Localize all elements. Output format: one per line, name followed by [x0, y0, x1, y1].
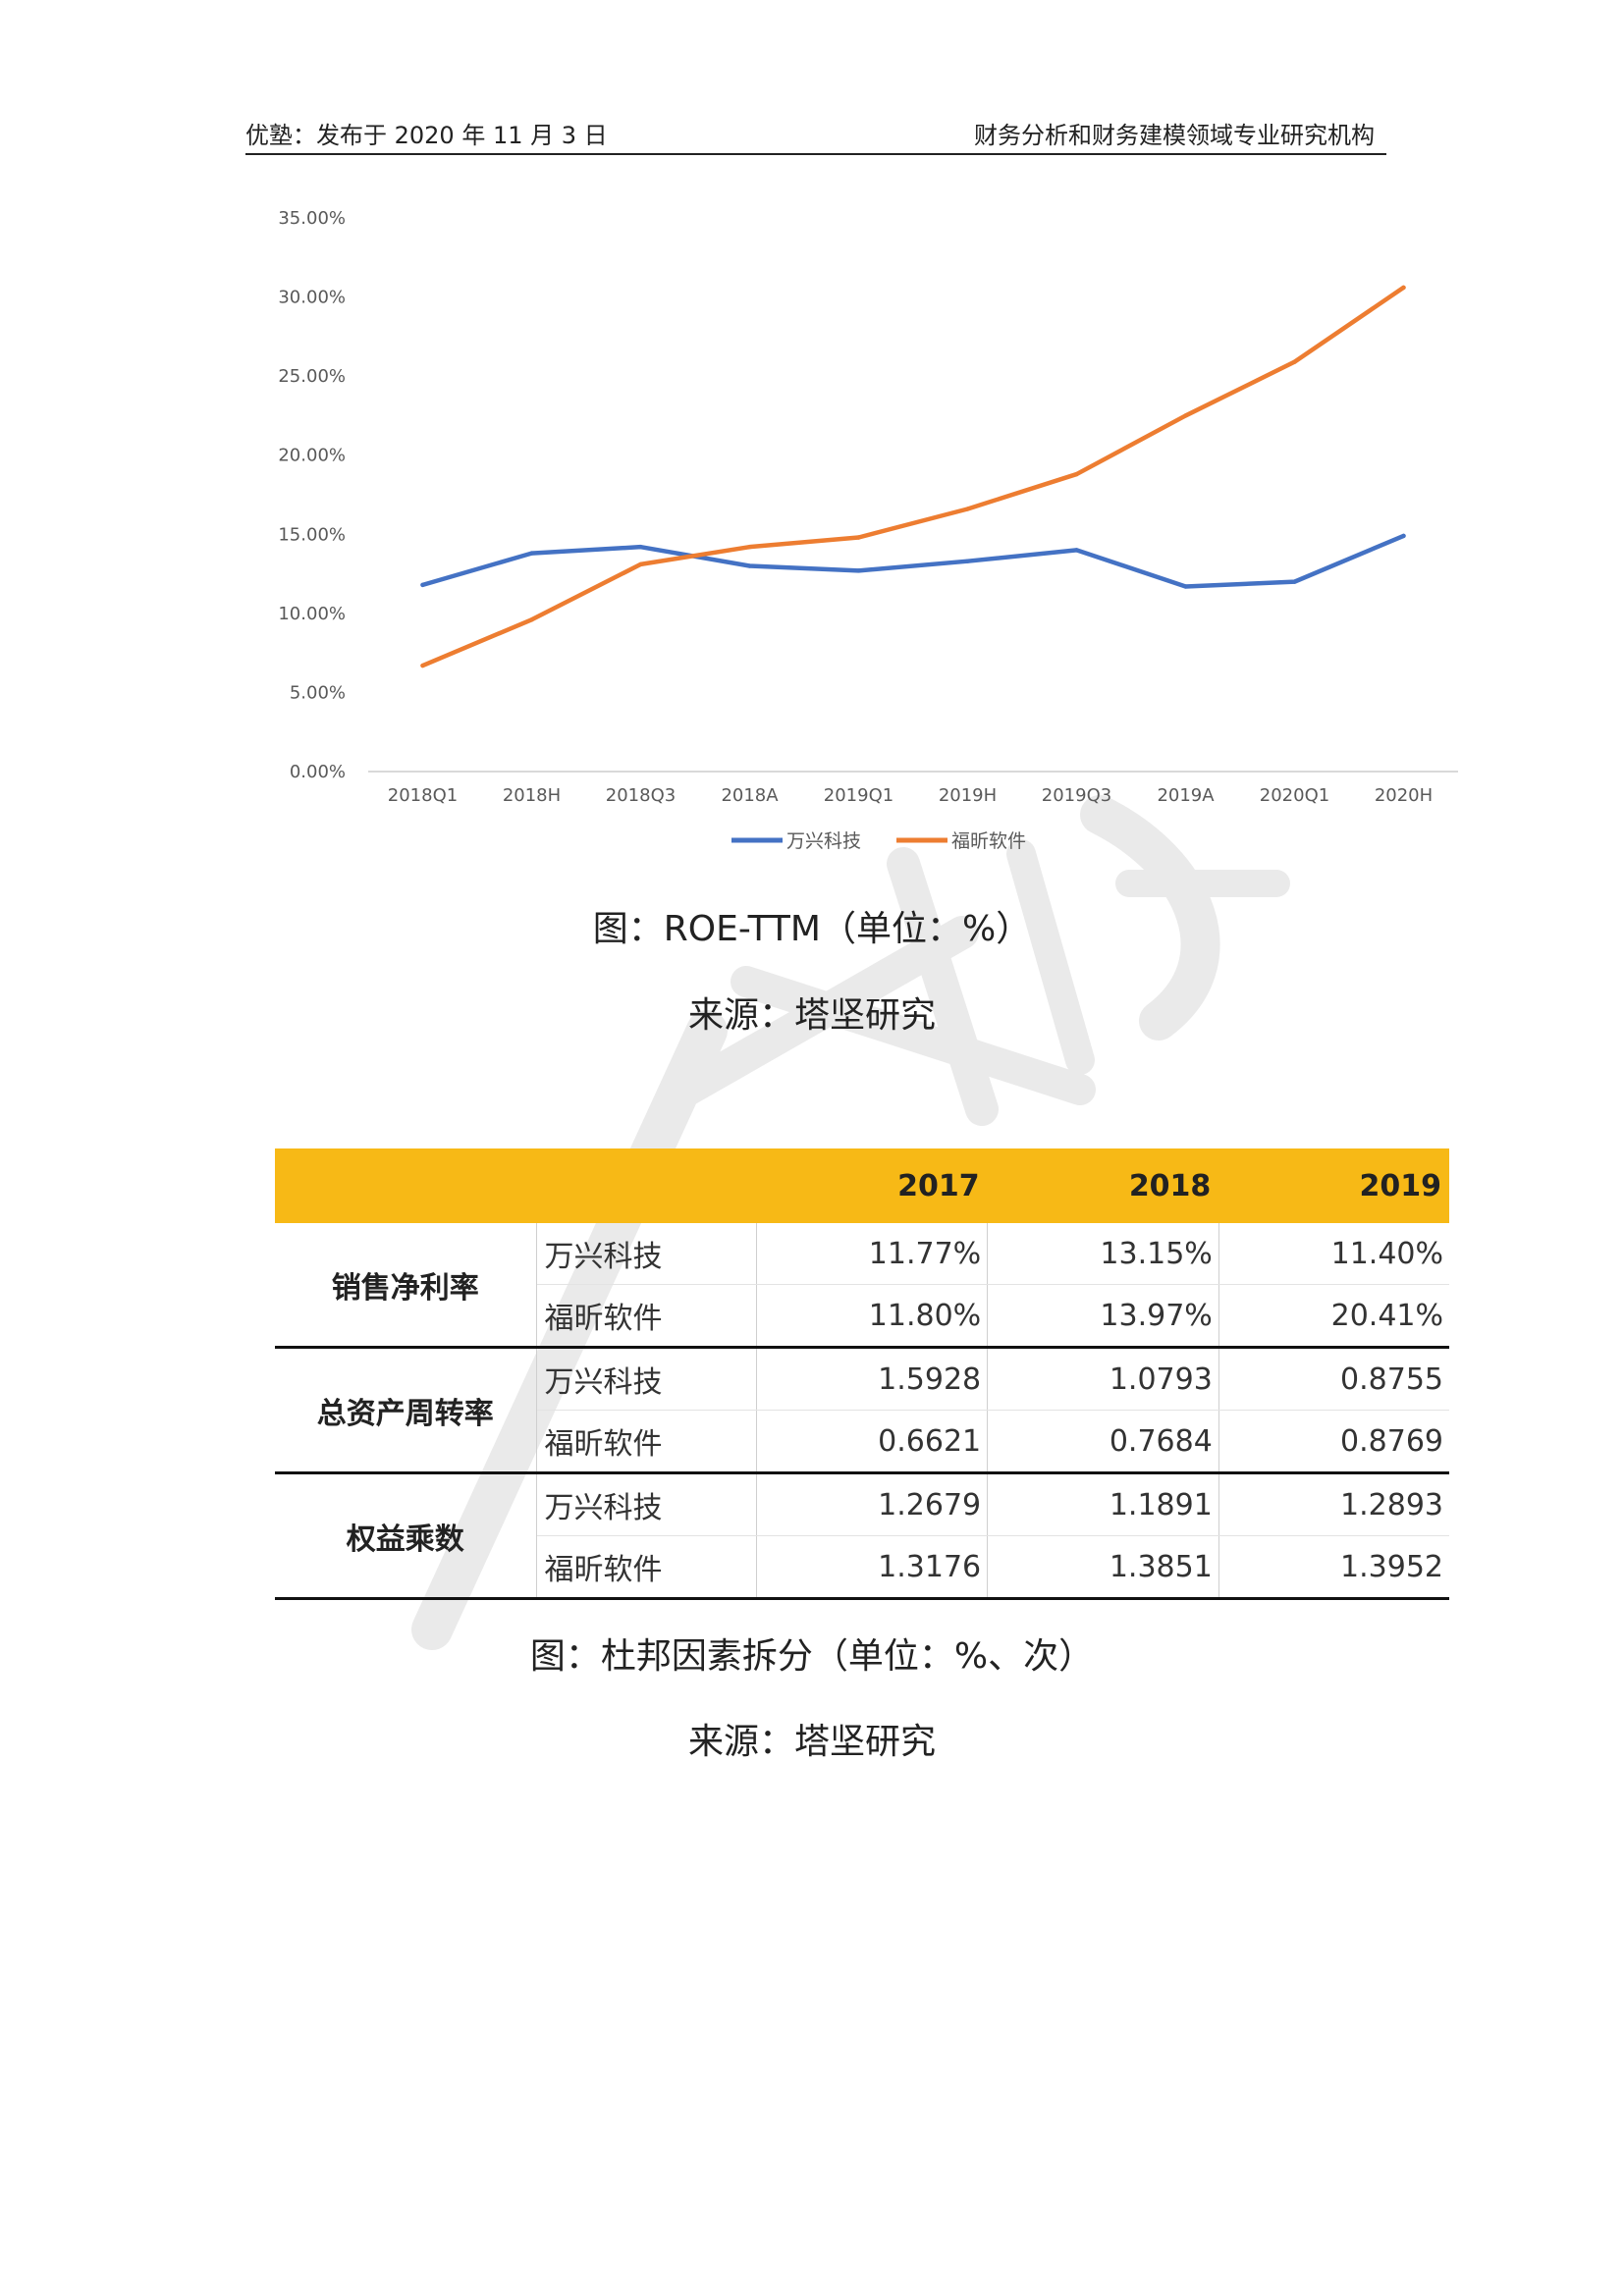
data-point [1292, 359, 1297, 364]
y-tick-label: 10.00% [278, 604, 346, 624]
y-tick-label: 25.00% [278, 366, 346, 387]
roe-line-chart: 0.00% 5.00% 10.00% 15.00% 20.00% 25.00% 30.00%… [245, 187, 1463, 893]
x-tick-label: 2018A [721, 785, 779, 806]
table-header-row: 2017 2018 2019 [275, 1148, 1449, 1223]
figure2-caption: 图：杜邦因素拆分（单位：%、次） [529, 1636, 1095, 1677]
company-cell: 福昕软件 [536, 1284, 757, 1349]
data-point [638, 561, 643, 567]
group-label-asset-turnover: 总资产周转率 [275, 1347, 537, 1474]
roe-chart-svg: 0.00% 5.00% 10.00% 15.00% 20.00% 25.00% 30.00%… [278, 208, 1458, 852]
x-tick-label: 2018H [503, 785, 561, 806]
value-cell: 20.41% [1218, 1284, 1449, 1349]
figure1-caption: 图：ROE-TTM（单位：%） [592, 909, 1032, 949]
data-point [965, 559, 970, 563]
data-point [1074, 548, 1079, 553]
x-tick-label: 2020H [1375, 785, 1433, 806]
group-label-equity-multiplier: 权益乘数 [275, 1472, 537, 1600]
data-point [420, 582, 425, 588]
x-tick-label: 2019Q1 [824, 785, 893, 806]
data-point [1292, 579, 1297, 584]
company-cell: 万兴科技 [536, 1472, 757, 1536]
page-header: 优塾：发布于 2020 年 11 月 3 日 财务分析和财务建模领域专业研究机构 [245, 110, 1386, 155]
company-cell: 万兴科技 [536, 1347, 757, 1411]
x-tick-label: 2019H [939, 785, 997, 806]
y-tick-label: 15.00% [278, 524, 346, 545]
y-tick-label: 35.00% [278, 208, 346, 229]
header-publish-info: 优塾：发布于 2020 年 11 月 3 日 [245, 122, 608, 149]
table-header-blank-2 [536, 1148, 756, 1223]
y-tick-label: 30.00% [278, 288, 346, 308]
table-header-2018: 2018 [987, 1148, 1219, 1223]
data-point [1401, 533, 1406, 539]
data-point [1183, 584, 1188, 589]
value-cell: 1.2893 [1218, 1472, 1449, 1536]
y-tick-label: 0.00% [290, 762, 346, 782]
series-line-2 [420, 285, 1406, 668]
table-header-blank-1 [275, 1148, 536, 1223]
value-cell: 0.8755 [1218, 1347, 1449, 1411]
company-cell: 福昕软件 [536, 1535, 757, 1600]
data-point [1074, 471, 1079, 477]
y-tick-label: 5.00% [290, 682, 346, 703]
value-cell: 1.2679 [756, 1472, 989, 1536]
x-tick-label: 2018Q3 [606, 785, 676, 806]
value-cell: 1.5928 [756, 1347, 989, 1411]
value-cell: 11.77% [756, 1223, 989, 1285]
table-header-2019: 2019 [1218, 1148, 1449, 1223]
data-point [420, 663, 425, 668]
value-cell: 13.97% [987, 1284, 1219, 1349]
table-row: 权益乘数 万兴科技 1.2679 1.1891 1.2893 [275, 1472, 1449, 1600]
table-row: 福昕软件 0.6621 0.7684 0.8769 [275, 1410, 1449, 1474]
legend-label: 万兴科技 [786, 830, 861, 852]
dupont-table: 2017 2018 2019 销售净利率 万兴科技 11.77% 13.15% … [275, 1148, 1449, 1600]
value-cell: 1.3851 [987, 1535, 1219, 1600]
value-cell: 11.40% [1218, 1223, 1449, 1285]
value-cell: 1.3176 [756, 1535, 989, 1600]
table-row: 总资产周转率 万兴科技 1.5928 1.0793 0.8755 [275, 1347, 1449, 1474]
x-tick-label: 2019Q3 [1042, 785, 1111, 806]
value-cell: 11.80% [756, 1284, 989, 1349]
x-tick-label: 2020Q1 [1260, 785, 1329, 806]
data-point [856, 568, 861, 573]
table-row: 福昕软件 1.3176 1.3851 1.3952 [275, 1535, 1449, 1600]
value-cell: 0.6621 [756, 1410, 989, 1474]
data-point [747, 563, 752, 568]
y-tick-label: 20.00% [278, 446, 346, 466]
x-tick-label: 2019A [1157, 785, 1215, 806]
company-cell: 福昕软件 [536, 1410, 757, 1474]
data-point [529, 551, 534, 556]
value-cell: 0.7684 [987, 1410, 1219, 1474]
data-point [529, 617, 534, 622]
value-cell: 1.3952 [1218, 1535, 1449, 1600]
value-cell: 1.1891 [987, 1472, 1219, 1536]
data-point [747, 544, 752, 550]
dupont-table-container: 2017 2018 2019 销售净利率 万兴科技 11.77% 13.15% … [275, 1148, 1449, 1600]
data-point [965, 507, 970, 511]
figure1-source: 来源：塔坚研究 [687, 995, 936, 1036]
figure2-source: 来源：塔坚研究 [687, 1722, 936, 1762]
data-point [856, 535, 861, 540]
data-point [1183, 413, 1188, 418]
legend-label: 福昕软件 [951, 830, 1026, 852]
series-line-1 [420, 533, 1406, 589]
table-header-2017: 2017 [756, 1148, 988, 1223]
group-label-net-margin: 销售净利率 [275, 1223, 537, 1349]
x-tick-label: 2018Q1 [388, 785, 458, 806]
data-point [638, 544, 643, 550]
table-row: 销售净利率 万兴科技 11.77% 13.15% 11.40% [275, 1223, 1449, 1349]
header-organization: 财务分析和财务建模领域专业研究机构 [974, 122, 1375, 149]
company-cell: 万兴科技 [536, 1223, 757, 1285]
data-point [1401, 285, 1406, 291]
value-cell: 13.15% [987, 1223, 1219, 1285]
table-row: 福昕软件 11.80% 13.97% 20.41% [275, 1284, 1449, 1349]
value-cell: 0.8769 [1218, 1410, 1449, 1474]
value-cell: 1.0793 [987, 1347, 1219, 1411]
